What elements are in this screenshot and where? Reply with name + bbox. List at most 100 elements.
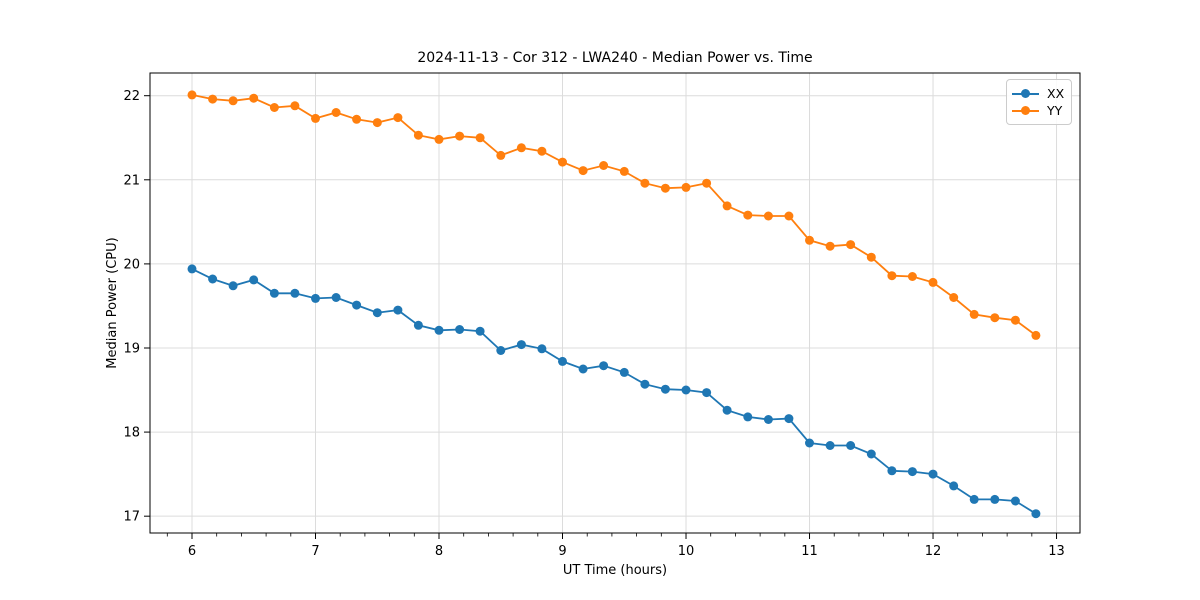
x-tick-label: 10 [678, 544, 695, 559]
data-point-xx [434, 325, 444, 335]
data-point-xx [290, 288, 300, 298]
legend-label: XX [1047, 86, 1065, 101]
data-point-yy [372, 118, 382, 128]
data-point-yy [681, 182, 691, 192]
y-tick-label: 17 [123, 510, 140, 525]
legend-entry-xx: XX [1012, 85, 1065, 102]
data-point-yy [413, 130, 423, 140]
legend-line-marker-icon [1012, 106, 1039, 115]
data-point-yy [249, 93, 259, 103]
data-point-yy [352, 114, 362, 124]
data-point-yy [969, 309, 979, 319]
data-point-yy [928, 277, 938, 287]
data-point-yy [805, 235, 814, 245]
data-point-yy [1010, 315, 1020, 325]
data-point-xx [455, 325, 465, 334]
x-tick-label: 9 [558, 544, 566, 559]
data-point-yy [619, 166, 629, 176]
data-point-xx [228, 281, 238, 291]
x-tick-label: 6 [188, 544, 196, 559]
data-point-xx [475, 326, 485, 336]
data-point-yy [1031, 330, 1041, 340]
legend-line-marker-icon [1012, 89, 1039, 98]
x-tick-label: 13 [1048, 544, 1065, 559]
data-point-xx [331, 293, 341, 302]
data-point-yy [228, 96, 238, 106]
data-point-xx [846, 441, 856, 450]
data-point-yy [702, 178, 712, 188]
data-point-yy [558, 157, 567, 167]
data-point-yy [866, 252, 876, 262]
data-point-yy [187, 90, 197, 100]
data-point-xx [887, 466, 897, 476]
data-point-xx [743, 412, 753, 422]
series-line-xx [191, 268, 1037, 515]
y-tick-label: 22 [123, 89, 140, 104]
data-point-yy [763, 211, 773, 221]
data-point-xx [702, 388, 712, 398]
data-point-xx [784, 414, 794, 424]
data-point-yy [475, 133, 485, 143]
data-point-yy [290, 101, 300, 111]
data-point-yy [949, 293, 959, 302]
data-point-xx [372, 308, 382, 318]
data-point-xx [763, 415, 773, 424]
data-point-xx [619, 367, 629, 377]
legend-label: YY [1047, 103, 1063, 118]
data-point-xx [866, 449, 876, 459]
data-point-xx [907, 467, 917, 477]
y-tick-label: 19 [123, 341, 140, 356]
data-point-yy [599, 161, 609, 170]
data-point-yy [208, 94, 218, 104]
data-point-yy [434, 134, 444, 144]
data-point-yy [269, 103, 279, 112]
x-tick-label: 12 [925, 544, 942, 559]
data-point-xx [660, 384, 670, 394]
x-tick-label: 11 [801, 544, 818, 559]
data-point-yy [537, 146, 547, 156]
data-point-yy [784, 211, 794, 221]
data-point-xx [393, 305, 403, 315]
data-point-xx [599, 361, 609, 371]
x-axis-label: UT Time (hours) [562, 563, 668, 578]
chart-title: 2024-11-13 - Cor 312 - LWA240 - Median P… [417, 50, 813, 66]
data-point-xx [516, 340, 526, 350]
data-point-xx [249, 275, 259, 285]
data-point-xx [722, 405, 732, 415]
data-point-xx [187, 264, 197, 274]
legend-entry-yy: YY [1012, 102, 1065, 119]
data-point-xx [681, 385, 691, 395]
data-point-xx [413, 320, 423, 330]
data-point-yy [455, 131, 465, 141]
data-point-yy [578, 166, 588, 176]
x-tick-label: 7 [311, 544, 319, 559]
data-point-xx [990, 494, 1000, 504]
data-point-xx [805, 438, 814, 448]
data-point-yy [907, 272, 917, 281]
legend: XX YY [1006, 79, 1072, 125]
data-point-xx [928, 469, 938, 479]
data-point-yy [393, 113, 403, 123]
data-point-xx [352, 300, 362, 310]
data-point-xx [558, 356, 567, 366]
data-point-yy [311, 113, 320, 123]
data-point-yy [743, 210, 753, 220]
y-tick-label: 18 [123, 426, 140, 441]
data-point-xx [825, 441, 835, 450]
y-tick-label: 20 [123, 257, 140, 272]
data-point-yy [331, 108, 341, 117]
data-point-xx [969, 494, 979, 504]
data-point-xx [1031, 509, 1041, 519]
data-point-xx [208, 274, 218, 284]
axes-box [149, 72, 1081, 534]
data-point-xx [949, 481, 959, 491]
data-point-xx [640, 379, 650, 389]
data-point-yy [990, 313, 1000, 323]
data-point-yy [825, 241, 835, 251]
data-point-yy [722, 201, 732, 211]
data-point-xx [496, 346, 506, 355]
data-point-xx [537, 344, 547, 354]
y-tick-label: 21 [123, 173, 140, 188]
